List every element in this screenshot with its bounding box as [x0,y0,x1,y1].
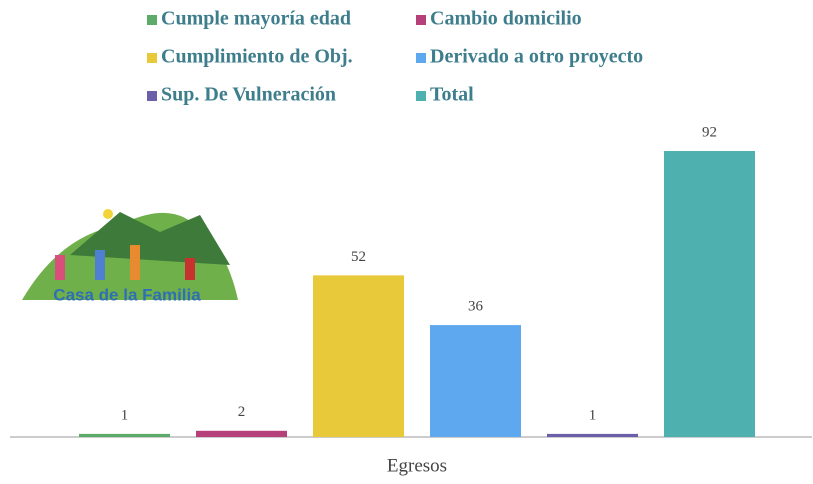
legend-swatch [416,91,426,101]
x-tick-label: Egresos [387,455,447,476]
logo-figure [130,245,140,280]
logo-mountain [70,212,230,265]
data-label: 2 [238,404,246,420]
legend-swatch [416,53,426,63]
legend-swatch [147,53,157,63]
legend-swatch [147,91,157,101]
data-label: 36 [468,299,484,315]
legend-label: Cumplimiento de Obj. [161,46,353,68]
logo-figure [95,250,105,280]
bar [79,433,170,437]
data-label: 52 [351,249,366,265]
bar [313,275,404,437]
legend-label: Sup. De Vulneración [161,84,336,106]
logo-figure [55,255,65,280]
data-label: 92 [702,124,717,140]
legend-label: Cambio domicilio [430,8,582,30]
logo-title: Casa de la Familia [53,285,201,304]
logo-figure [185,258,195,280]
logo: Casa de la Familia [22,209,238,304]
legend-label: Cumple mayoría edad [161,8,351,30]
data-label: 1 [121,407,129,423]
data-label: 1 [589,407,597,423]
bar [430,325,521,437]
legend-swatch [416,15,426,25]
bar [547,433,638,437]
bar [664,151,755,437]
legend-label: Total [430,84,474,106]
legend-swatch [147,15,157,25]
legend-label: Derivado a otro proyecto [430,46,643,68]
bar [196,430,287,437]
logo-sun [103,209,113,219]
